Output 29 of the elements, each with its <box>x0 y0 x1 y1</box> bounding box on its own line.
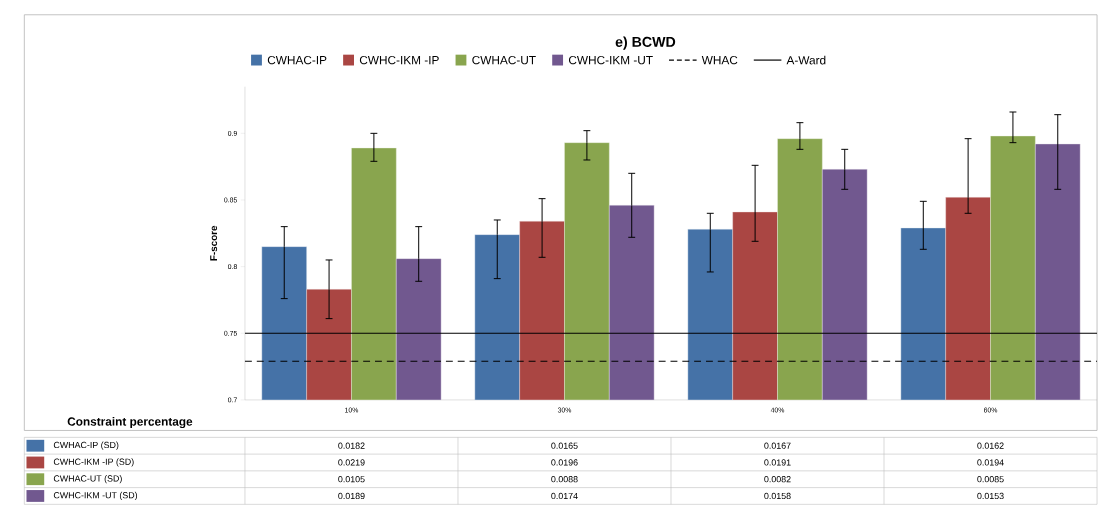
text: CWHC-IKM -IP (SD) <box>53 458 134 467</box>
text: 0.0219 <box>338 459 365 466</box>
text: 0.0189 <box>338 492 365 499</box>
text: 0.0085 <box>977 475 1004 483</box>
chart-title: e) BCWD <box>615 36 676 50</box>
text: 0.0182 <box>338 442 365 449</box>
text: CWHAC-UT (SD) <box>53 474 122 484</box>
text: 0.0153 <box>977 492 1004 499</box>
legend-label: WHAC <box>701 55 738 65</box>
y-axis-title: F-score <box>210 225 218 261</box>
text: 0.0105 <box>338 475 365 483</box>
legend-label: CWHC-IKM -IP <box>359 55 439 65</box>
x-axis-title: Constraint percentage <box>67 416 193 428</box>
legend-label: A-Ward <box>786 55 826 65</box>
text: 0.0165 <box>551 442 578 449</box>
text: 0.0088 <box>551 475 578 483</box>
legend-label: CWHAC-IP <box>267 55 327 65</box>
text: 0.0191 <box>764 459 791 466</box>
text: 0.0174 <box>551 492 578 499</box>
text: 0.0162 <box>977 442 1004 449</box>
text: 0.0194 <box>977 459 1004 466</box>
legend-label: CWHAC-UT <box>472 55 536 65</box>
text: CWHC-IKM -UT (SD) <box>53 491 138 500</box>
text: 0.0167 <box>764 442 791 449</box>
text: 0.0158 <box>764 492 791 499</box>
legend-label: CWHC-IKM -UT <box>568 55 653 65</box>
text: CWHAC-IP (SD) <box>53 441 119 450</box>
text: 0.0196 <box>551 459 578 466</box>
text: 0.0082 <box>764 475 791 483</box>
